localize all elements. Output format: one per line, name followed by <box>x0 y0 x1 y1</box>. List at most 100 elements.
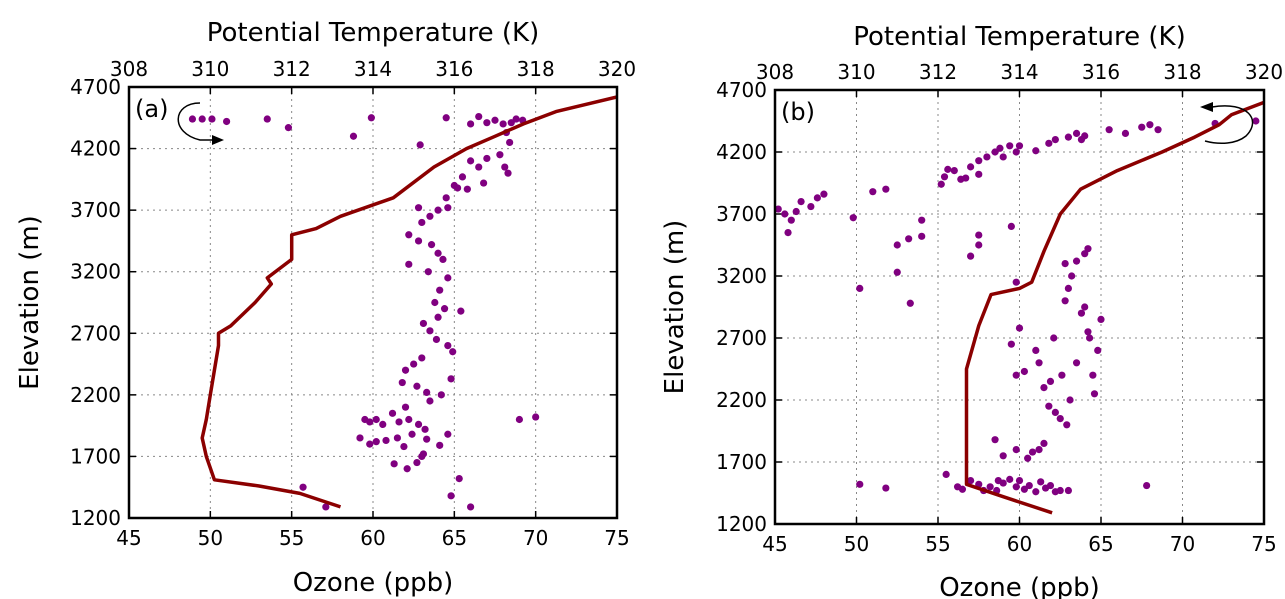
ozone-point <box>467 120 475 128</box>
ozone-point <box>1020 367 1028 376</box>
x2-tick-label: 310 <box>837 60 875 84</box>
ozone-point <box>372 415 380 424</box>
ozone-point <box>999 153 1007 161</box>
ozone-point <box>501 163 509 171</box>
ozone-point <box>906 299 914 307</box>
ozone-point <box>434 249 442 257</box>
ozone-point <box>918 232 926 240</box>
ozone-point <box>475 112 483 121</box>
ozone-point <box>491 116 499 124</box>
ozone-point <box>1012 483 1020 491</box>
ozone-point <box>962 174 970 182</box>
ozone-point <box>379 420 387 429</box>
data-layer <box>775 100 1264 515</box>
ozone-point <box>807 202 815 211</box>
ozone-point <box>1056 486 1064 495</box>
ozone-point <box>349 132 358 140</box>
ozone-point <box>356 434 364 442</box>
ozone-point <box>515 415 524 424</box>
ozone-point <box>882 484 890 492</box>
ozone-point <box>953 483 962 491</box>
ozone-point <box>372 438 380 446</box>
x-tick-label: 50 <box>844 532 869 556</box>
ozone-point <box>1061 260 1069 268</box>
panel-a: 45 50 55 60 65 70 75 1200 1700 2200 2700 3200 3700 42… <box>15 18 636 598</box>
ozone-point <box>882 185 890 193</box>
arrow-curve <box>177 102 214 141</box>
ozone-point <box>1081 250 1089 258</box>
y-tick-label: 4200 <box>716 140 767 164</box>
ozone-point <box>1045 402 1053 410</box>
ozone-point <box>299 483 307 491</box>
x2-tick-label: 314 <box>1000 60 1038 84</box>
y-tick-label: 2200 <box>70 383 121 407</box>
x2-tick-label: 316 <box>435 57 473 81</box>
ozone-point <box>1032 147 1040 155</box>
x2-tick-label: 308 <box>110 57 148 81</box>
ozone-point <box>918 216 926 224</box>
ozone-point <box>1037 478 1045 486</box>
ozone-point <box>1015 324 1024 332</box>
ozone-point <box>405 415 413 424</box>
ozone-point <box>444 274 452 282</box>
ozone-point <box>856 284 864 292</box>
ozone-point <box>416 141 424 149</box>
x-tick-label: 70 <box>523 526 548 550</box>
ozone-point <box>424 268 432 276</box>
ozone-point <box>1006 142 1014 150</box>
ozone-point <box>1143 481 1151 490</box>
ozone-point <box>1050 334 1058 342</box>
ozone-point <box>975 170 983 178</box>
ozone-point <box>1035 359 1043 367</box>
data-layer <box>188 95 617 511</box>
ozone-point <box>967 477 975 485</box>
ozone-point <box>1007 340 1015 348</box>
ozone-point <box>1085 334 1094 342</box>
ozone-point <box>983 153 991 161</box>
ozone-point <box>1040 384 1048 392</box>
ozone-point <box>975 241 983 249</box>
ozone-point <box>797 198 805 206</box>
ozone-point <box>432 335 441 344</box>
ozone-point <box>442 194 450 202</box>
ozone-point <box>440 305 449 313</box>
ozone-point <box>423 388 431 396</box>
ozone-point <box>1051 408 1059 416</box>
ozone-point <box>1040 439 1048 447</box>
y-tick-label: 4700 <box>70 75 121 99</box>
x-tick-label: 45 <box>762 532 787 556</box>
ozone-point <box>1081 132 1089 140</box>
ozone-point <box>940 173 949 181</box>
ozone-point <box>483 119 491 127</box>
ozone-point <box>1024 454 1032 462</box>
x-tick-label: 75 <box>1251 532 1276 556</box>
ozone-point <box>449 348 457 356</box>
x-tick-label: 55 <box>279 526 304 550</box>
ozone-point <box>506 138 514 147</box>
ozone-point <box>426 327 434 335</box>
ozone-point <box>999 452 1007 460</box>
y-tick-label: 1200 <box>716 512 767 536</box>
ozone-point <box>1066 396 1074 404</box>
ozone-point <box>996 144 1004 152</box>
ozone-point <box>223 117 231 126</box>
ozone-point <box>1146 121 1154 129</box>
ozone-point <box>1012 371 1020 379</box>
ozone-point <box>1015 477 1024 485</box>
ozone-point <box>413 458 421 467</box>
ozone-point <box>1252 117 1260 125</box>
ozone-point <box>444 430 452 438</box>
ozone-point <box>1045 139 1053 147</box>
ozone-point <box>198 115 206 123</box>
ozone-point <box>455 474 463 483</box>
ozone-point <box>414 204 423 212</box>
ozone-point <box>434 313 442 321</box>
ozone-point <box>367 114 375 122</box>
ozone-point <box>905 235 913 243</box>
ozone-point <box>986 483 994 491</box>
ozone-point <box>401 366 410 374</box>
ozone-point <box>499 120 507 128</box>
x-tick-label: 60 <box>1007 532 1032 556</box>
x2-tick-label: 320 <box>1245 60 1283 84</box>
ozone-point <box>1046 377 1055 385</box>
